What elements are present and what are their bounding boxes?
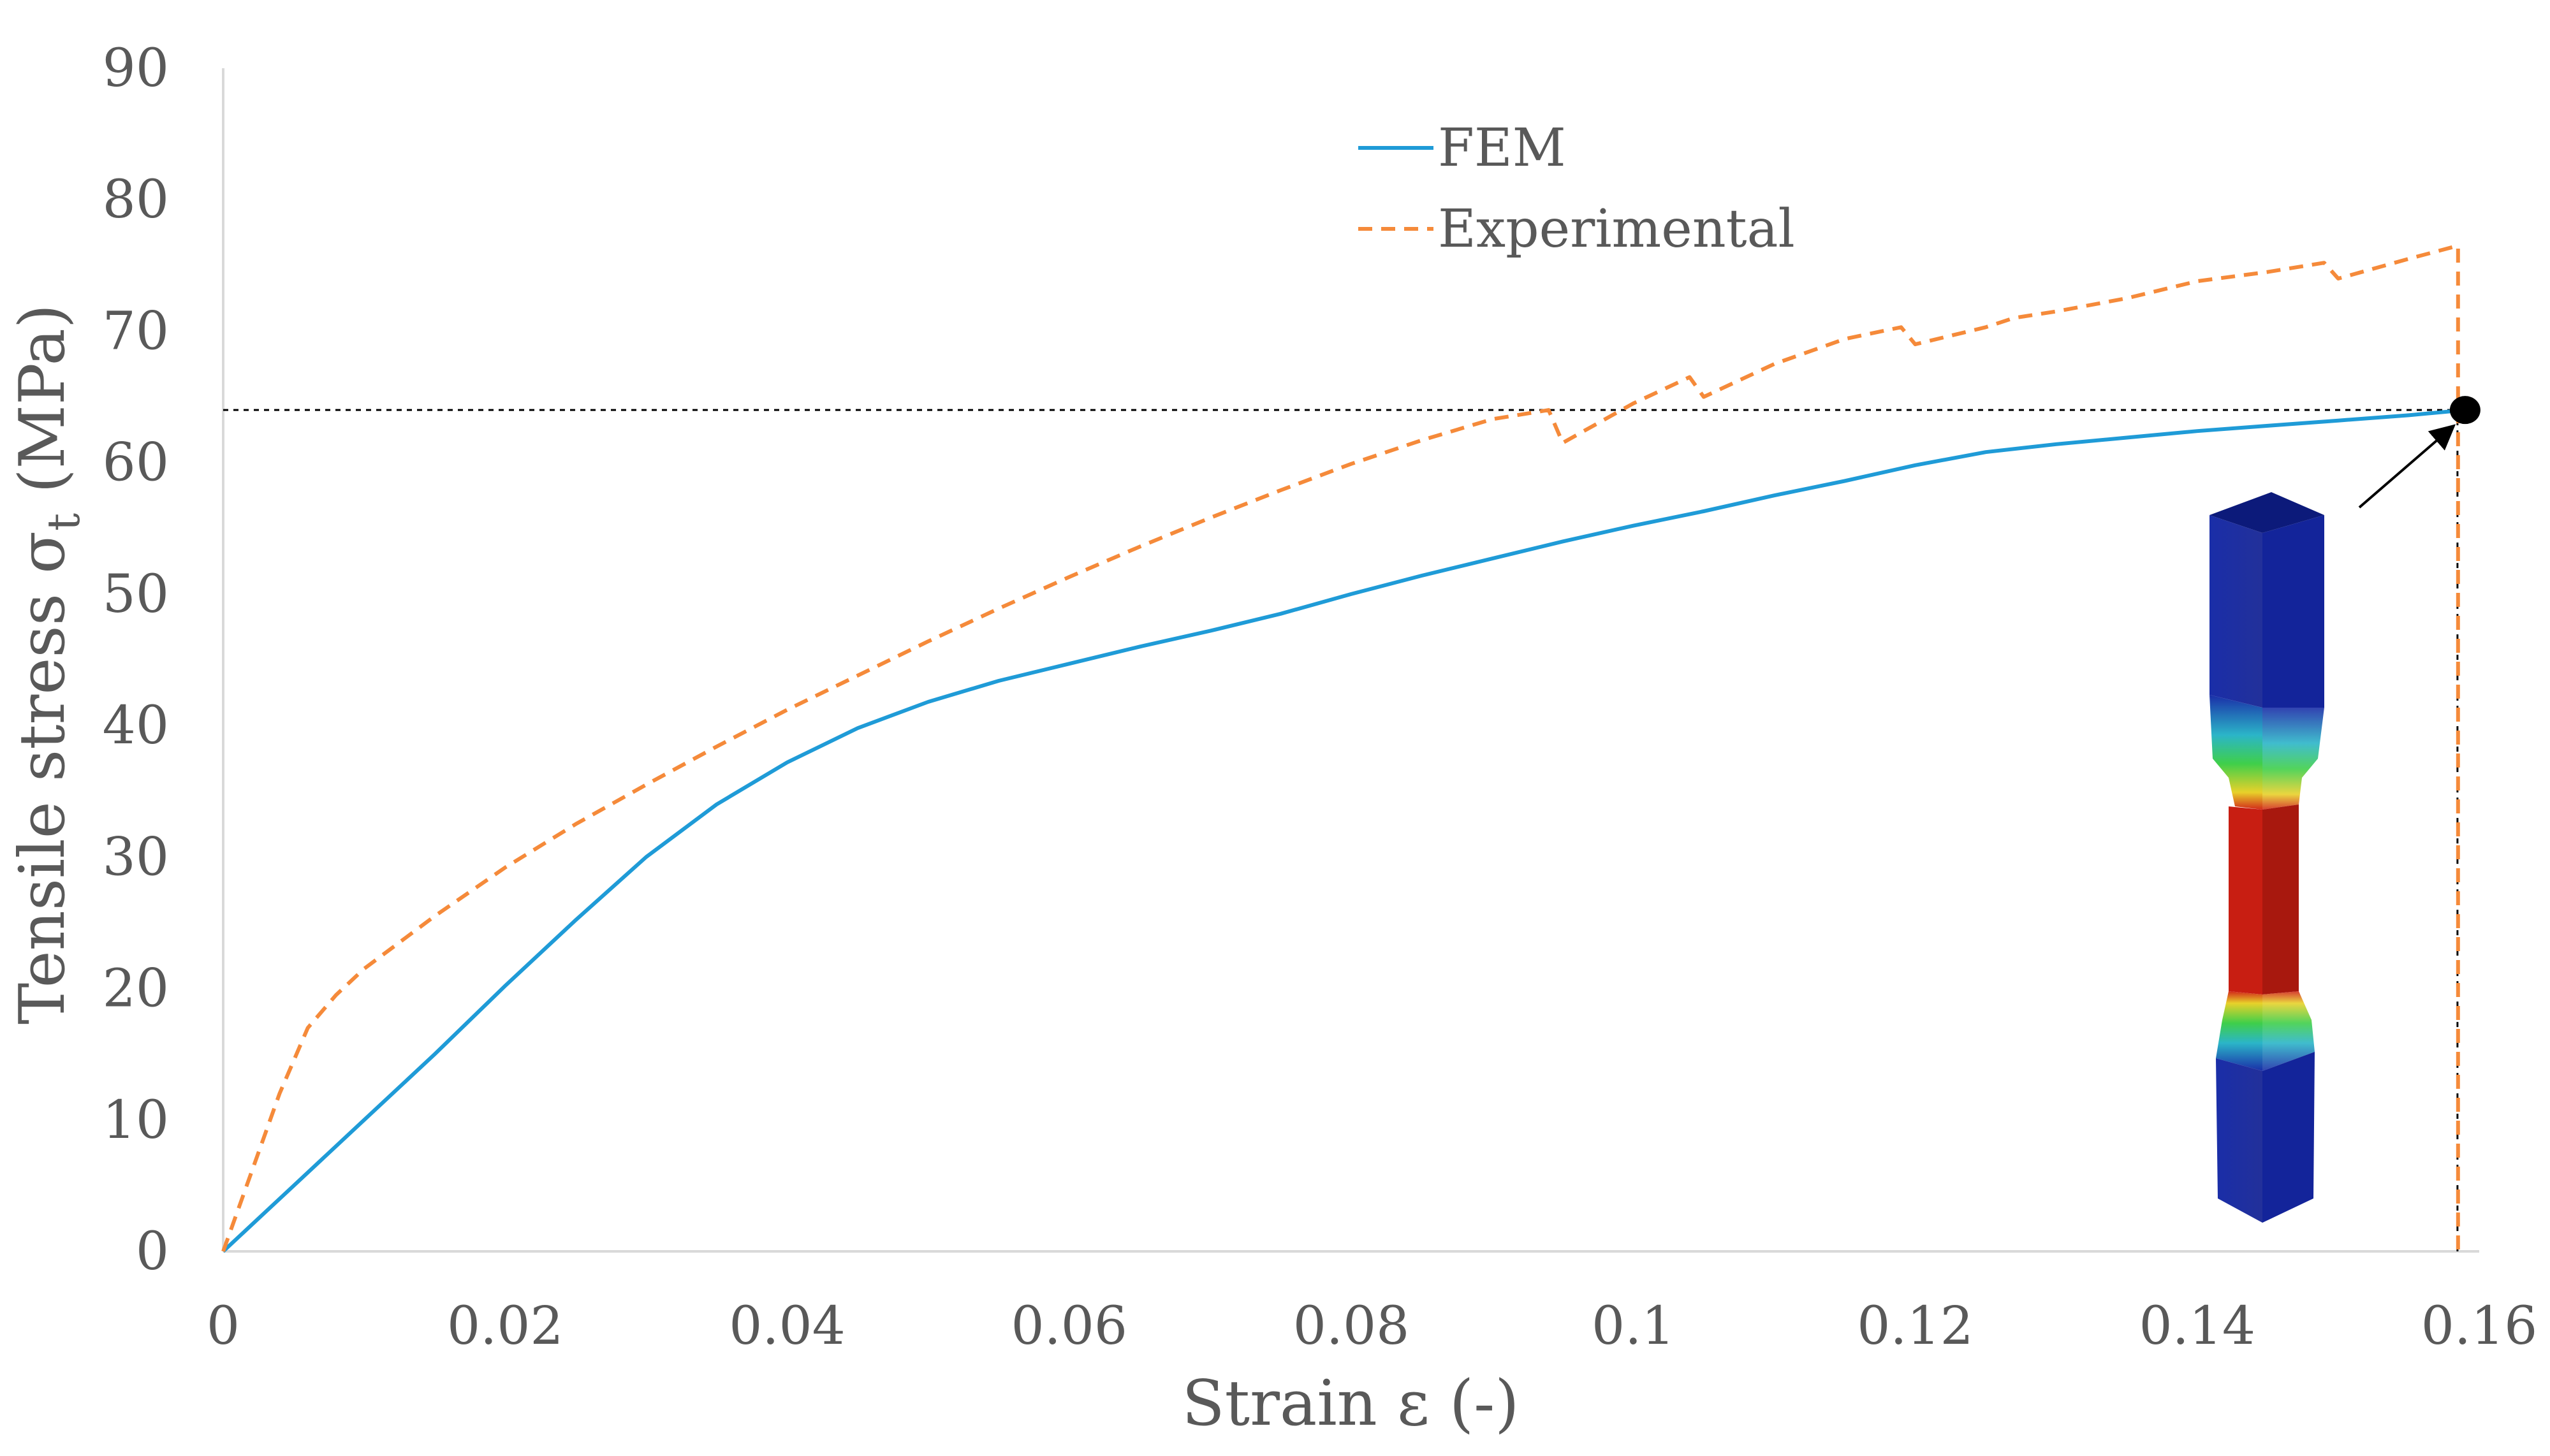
y-tick-label: 90 xyxy=(103,38,169,99)
y-tick-label: 80 xyxy=(103,170,169,230)
x-tick-label: 0.04 xyxy=(729,1296,846,1357)
x-tick-labels: 0 0.02 0.04 0.06 0.08 0.1 0.12 0.14 0.16 xyxy=(207,1296,2537,1357)
legend: FEM Experimental xyxy=(1358,118,1795,259)
failure-point-marker xyxy=(2449,396,2480,425)
y-tick-label: 20 xyxy=(103,959,169,1019)
y-tick-label: 30 xyxy=(103,827,169,887)
y-axis-title: Tensile stress σt (MPa) xyxy=(6,304,90,1024)
x-tick-label: 0.16 xyxy=(2421,1296,2538,1357)
x-tick-label: 0.08 xyxy=(1293,1296,1410,1357)
fem-specimen-inset xyxy=(2209,492,2324,1223)
legend-label-fem: FEM xyxy=(1438,118,1566,178)
y-tick-label: 0 xyxy=(136,1221,169,1282)
y-axis-title-sub: t xyxy=(38,513,90,531)
axes xyxy=(222,68,2479,1253)
x-tick-label: 0.14 xyxy=(2139,1296,2255,1357)
series-line-experimental xyxy=(221,244,2460,1253)
failure-arrow xyxy=(2358,424,2456,509)
y-tick-label: 10 xyxy=(103,1090,169,1151)
y-axis-title-suffix: (MPa) xyxy=(6,304,79,513)
series-group xyxy=(221,244,2466,1253)
y-tick-label: 60 xyxy=(103,433,169,493)
x-tick-label: 0.06 xyxy=(1011,1296,1127,1357)
y-tick-label: 50 xyxy=(103,564,169,625)
y-axis-title-main: Tensile stress σ xyxy=(6,531,79,1024)
y-tick-label: 70 xyxy=(103,301,169,361)
x-tick-label: 0.02 xyxy=(447,1296,564,1357)
y-tick-label: 40 xyxy=(103,695,169,756)
legend-label-experimental: Experimental xyxy=(1438,199,1795,259)
x-axis-title: Strain ε (-) xyxy=(1182,1367,1520,1440)
x-tick-label: 0.12 xyxy=(1857,1296,1974,1357)
series-line-fem xyxy=(221,408,2466,1253)
x-tick-label: 0 xyxy=(207,1296,240,1357)
y-tick-labels: 0 10 20 30 40 50 60 70 80 90 xyxy=(103,38,169,1282)
x-tick-label: 0.1 xyxy=(1592,1296,1674,1357)
